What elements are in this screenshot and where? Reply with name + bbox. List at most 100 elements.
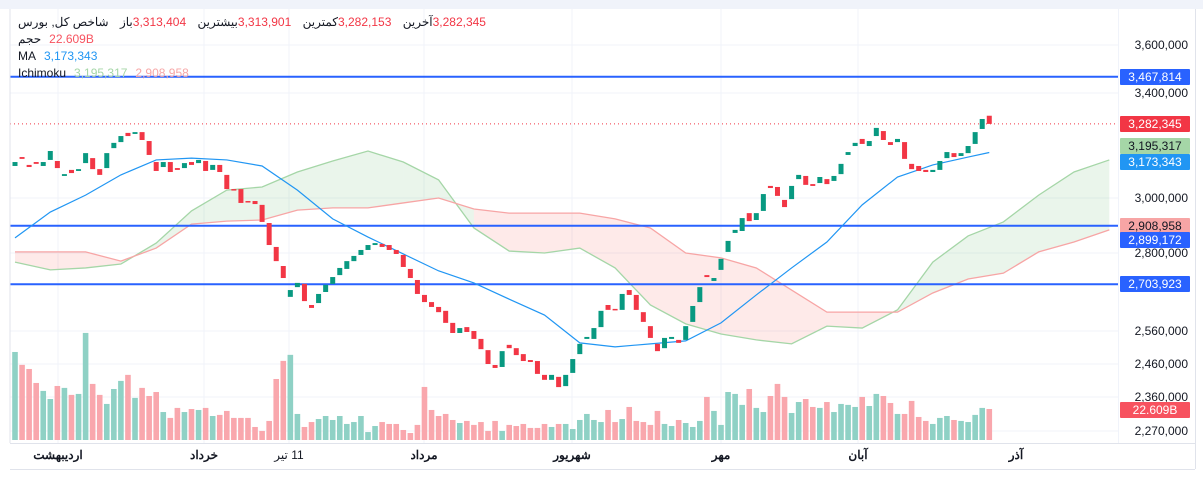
candle — [287, 290, 293, 297]
cloud-segment — [403, 162, 439, 203]
volume-bar — [922, 420, 929, 440]
ichimoku-cloud — [14, 150, 1110, 345]
candle — [951, 153, 957, 158]
volume-bar — [915, 416, 922, 440]
candle — [499, 351, 505, 367]
volume-bar — [26, 368, 32, 440]
cloud-segment — [579, 213, 616, 268]
volume-bar — [12, 351, 18, 440]
volume-bar — [344, 423, 350, 440]
volume-bar — [732, 393, 738, 440]
volume-bar — [238, 417, 244, 440]
candle — [803, 175, 809, 185]
volume-bar — [456, 422, 463, 440]
legend-ma-value: 3,173,343 — [44, 49, 98, 63]
volume-bar — [873, 393, 880, 440]
candle — [873, 127, 879, 137]
volume-bar — [315, 419, 322, 440]
candle — [189, 162, 194, 165]
candle — [259, 204, 265, 222]
volume-bar — [626, 406, 633, 440]
legend-high-value: 3,313,901 — [237, 15, 292, 29]
candle — [12, 162, 18, 166]
legend-ichimoku-row[interactable]: Ichimoku 3,195,317 2,908,958 — [18, 65, 486, 82]
candle — [986, 115, 992, 124]
candle — [937, 160, 943, 170]
volume-bar — [689, 426, 696, 440]
legend-symbol-title[interactable]: شاخص کل, بورس — [18, 15, 109, 29]
level-tag: 3,467,814 — [1120, 68, 1190, 85]
price-tick-label: 2,270,000 — [1134, 424, 1188, 438]
volume-bar — [887, 402, 894, 440]
price-axis[interactable]: 3,600,000 3,400,000 3,000,000 2,800,000 2,56… — [1118, 9, 1196, 443]
volume-bar — [195, 409, 202, 440]
cloud-segment — [932, 235, 969, 293]
legend-volume-row[interactable]: حجم 22.609B — [18, 31, 486, 48]
volume-bar — [612, 422, 618, 440]
volume-bar — [541, 423, 548, 440]
candle — [400, 254, 406, 267]
volume-bar — [506, 424, 512, 440]
volume-bar — [125, 374, 131, 440]
volume-bar — [605, 409, 611, 440]
volume-bar — [351, 422, 357, 440]
volume-bar — [795, 402, 802, 440]
legend-ma-row[interactable]: MA 3,173,343 — [18, 48, 486, 65]
candle — [471, 331, 477, 339]
legend-open-value: 3,313,404 — [132, 15, 187, 29]
volume-bar — [930, 423, 936, 440]
time-axis[interactable]: اردیبهشت خرداد 11 تیر مرداد شهریور مهر آبان آذر — [10, 443, 1195, 470]
top-toolbar-strip — [0, 0, 1203, 9]
cloud-segment — [332, 151, 368, 208]
time-tick-label: آذر — [1008, 448, 1024, 462]
volume-bar — [19, 364, 25, 440]
level-tag: 2,703,923 — [1120, 276, 1190, 293]
cloud-segment — [15, 251, 51, 270]
candle — [584, 336, 590, 339]
candle — [111, 142, 117, 149]
volume-bar — [661, 423, 668, 440]
volume-bar — [866, 405, 873, 440]
volume-bar — [725, 392, 731, 440]
candle — [40, 162, 46, 166]
candle — [542, 374, 547, 380]
candle — [273, 246, 279, 262]
time-tick-label: 11 تیر — [274, 448, 304, 462]
candle — [54, 160, 60, 169]
legend-ichimoku-label: Ichimoku — [18, 66, 67, 80]
volume-bar — [845, 404, 851, 440]
candle — [725, 240, 731, 252]
cloud-segment — [615, 218, 651, 305]
ma-tag: 3,173,343 — [1120, 154, 1190, 170]
chart-legend: شاخص کل, بورس باز3,313,404 بیشترین3,313,… — [18, 14, 486, 82]
candle — [217, 164, 223, 173]
volume-bar — [859, 396, 865, 440]
moving-average — [14, 151, 990, 348]
volume-bar — [216, 414, 223, 440]
horizontal-levels[interactable] — [10, 75, 1118, 286]
candle — [930, 169, 936, 173]
candle — [421, 294, 427, 303]
volume-bar — [280, 360, 287, 440]
cloud-segment — [1074, 159, 1110, 242]
candle — [68, 169, 74, 174]
candle — [619, 293, 625, 310]
volume-bar — [96, 394, 103, 440]
volume-bar — [654, 410, 661, 440]
legend-open-label: باز — [119, 15, 133, 29]
cloud-segment — [50, 251, 86, 270]
candle — [676, 339, 682, 343]
level-tag: 2,899,172 — [1120, 231, 1190, 248]
candle — [506, 344, 512, 349]
candle — [245, 201, 251, 203]
volume-bar — [584, 413, 590, 440]
candle — [450, 322, 456, 333]
legend-low-value: 3,282,153 — [338, 15, 392, 29]
volume-bar — [167, 417, 174, 440]
volume-bar — [428, 409, 435, 440]
price-tick-label: 2,460,000 — [1134, 357, 1188, 371]
span-a-tag: 3,195,317 — [1120, 138, 1190, 154]
volume-bar — [555, 423, 562, 440]
candle — [979, 118, 985, 129]
